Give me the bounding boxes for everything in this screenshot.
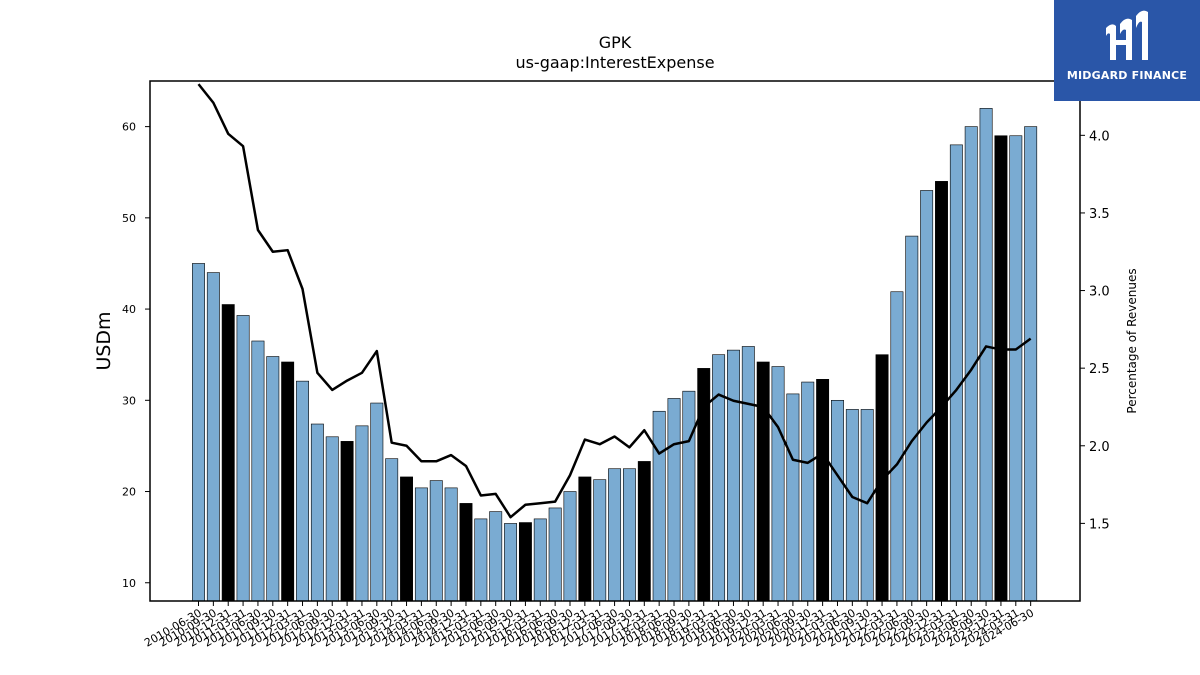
bar (221, 304, 235, 602)
bar (622, 468, 636, 602)
y-axis-label: USDm (93, 311, 115, 370)
bar (845, 409, 859, 602)
chart-title: GPK (599, 33, 632, 52)
bar (1009, 135, 1023, 602)
bar (489, 511, 503, 602)
bar (459, 503, 473, 602)
bar (905, 235, 919, 602)
bar (994, 135, 1008, 602)
bar (935, 181, 948, 602)
bar (682, 390, 696, 602)
right-axis: 1.5 2.0 2.5 3.0 3.5 4.0 (1080, 129, 1110, 532)
logo-text: MIDGARD FINANCE (1066, 69, 1188, 82)
bar (400, 476, 413, 602)
line-series (197, 83, 1032, 519)
bar (192, 263, 205, 602)
y-tick-label: 30 (122, 394, 136, 407)
bar (206, 272, 220, 602)
x-axis: 2010-06-302010-09-302010-12-312011-03-31… (142, 601, 1036, 650)
bar (533, 518, 547, 602)
bar (310, 423, 324, 602)
bar (637, 461, 651, 602)
left-axis: 10 20 30 40 50 60 (122, 121, 150, 590)
bar (756, 361, 770, 602)
y2-tick-label: 1.5 (1089, 517, 1110, 532)
chart-subtitle: us-gaap:InterestExpense (515, 53, 714, 72)
bar (563, 491, 577, 602)
bar (474, 518, 488, 602)
percentage-line (197, 83, 1032, 519)
bar (429, 480, 443, 602)
bar (771, 366, 785, 602)
y-tick-label: 10 (122, 577, 136, 590)
bar (920, 190, 934, 602)
bar (578, 476, 592, 602)
bar (251, 340, 265, 602)
bar (786, 393, 800, 602)
bar (355, 425, 369, 602)
bar (236, 315, 250, 602)
bar (1024, 126, 1038, 602)
bar (548, 507, 562, 602)
y2-tick-label: 2.5 (1089, 362, 1110, 377)
y2-tick-label: 2.0 (1089, 440, 1110, 455)
bar (831, 399, 844, 602)
bar (949, 144, 963, 602)
y2-tick-label: 4.0 (1089, 129, 1110, 144)
bar (325, 436, 339, 602)
brand-logo: MIDGARD FINANCE (1054, 0, 1200, 101)
y2-tick-label: 3.0 (1089, 285, 1110, 300)
y-tick-label: 20 (122, 486, 136, 499)
bar (296, 380, 309, 602)
bar (801, 381, 815, 602)
bar (652, 410, 666, 602)
bar (266, 356, 280, 602)
bar (504, 523, 518, 602)
bar (518, 522, 532, 602)
bar (444, 487, 458, 602)
bar (608, 468, 622, 602)
y-tick-label: 40 (122, 303, 136, 316)
bar (712, 354, 726, 602)
bar (816, 379, 830, 602)
y-tick-label: 60 (122, 121, 136, 134)
y2-axis-label: Percentage of Revenues (1125, 268, 1139, 413)
bar (875, 354, 889, 602)
bar (727, 349, 740, 602)
bar (593, 479, 607, 602)
logo-mark-icon (1106, 10, 1148, 61)
bar (340, 441, 354, 602)
bar (741, 346, 755, 602)
bar (667, 398, 681, 602)
bar (414, 487, 428, 602)
y2-tick-label: 3.5 (1089, 207, 1110, 222)
y-tick-label: 50 (122, 212, 136, 225)
bar (370, 402, 384, 602)
bar (385, 458, 399, 602)
bar-series (192, 108, 1038, 602)
bar (281, 361, 295, 602)
bar (860, 409, 874, 602)
bar (890, 291, 904, 602)
